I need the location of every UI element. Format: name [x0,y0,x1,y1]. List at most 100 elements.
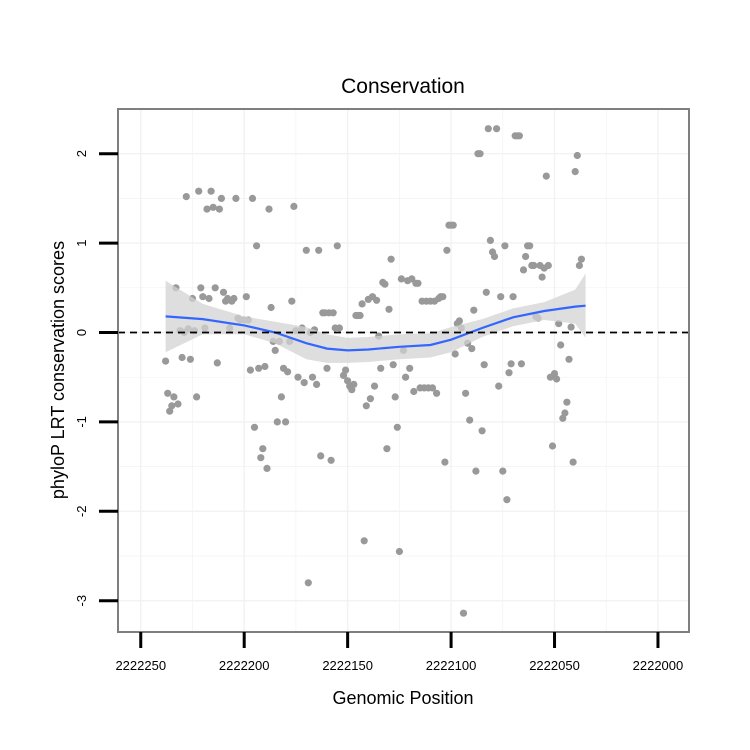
data-point [410,387,418,396]
data-point [300,379,308,387]
data-point [271,346,279,354]
data-point [273,418,281,426]
data-point [313,380,321,388]
data-point [459,609,468,617]
data-point [402,373,410,381]
data-point [486,236,494,244]
data-point [428,384,437,392]
x-axis: 2222250 2222200 2222150 2222100 2222050 22220… [115,632,683,673]
data-point [370,382,379,390]
data-point [455,317,463,325]
data-point [561,409,569,417]
data-point [232,194,240,202]
data-point [170,393,178,401]
data-point [257,454,265,462]
data-point [323,364,331,372]
data-point [356,311,364,320]
y-axis-label: phyloP LRT conservation scores [48,241,68,499]
data-point [441,458,449,466]
data-point [211,284,219,292]
x-tick-label: 2222250 [115,658,166,673]
data-point [255,364,263,372]
data-point [329,309,337,317]
data-point [284,368,292,376]
data-point [449,221,457,229]
data-point [263,464,271,472]
data-point [333,242,341,250]
data-point [162,357,170,365]
data-point [569,458,577,466]
data-point [288,297,296,305]
data-point [515,132,524,140]
data-point [544,261,552,270]
data-point [472,467,480,475]
data-point [250,423,259,431]
data-point [571,168,579,176]
data-point [505,369,513,377]
data-point [265,205,273,213]
y-tick-label: 2 [74,150,89,157]
data-point [395,547,403,556]
y-tick-label: 1 [74,239,89,246]
data-point [199,293,207,301]
data-point [219,288,228,296]
data-point [383,445,391,453]
data-point [195,187,203,195]
data-point [470,306,478,314]
data-point [304,579,312,587]
x-tick-label: 2222000 [633,658,684,673]
data-point [203,205,211,213]
data-point [577,255,586,263]
data-point [389,361,397,369]
data-point [484,125,492,133]
data-point [501,242,509,250]
data-point [391,393,399,401]
data-point [397,275,405,283]
data-point [246,366,254,374]
data-point [482,288,490,296]
data-point [193,393,201,401]
data-point [550,370,559,378]
data-point [261,362,269,371]
data-point [439,293,447,301]
data-point [217,194,225,202]
y-axis: -3 -2 -1 0 1 2 [74,150,118,606]
data-point [466,416,474,424]
data-point [563,398,571,406]
data-point [451,350,459,358]
data-point [478,427,486,435]
data-point [186,355,194,363]
y-tick-label: 0 [74,329,89,336]
data-point [290,202,298,210]
data-point [168,402,176,410]
data-point [373,296,381,304]
data-point [197,284,205,292]
plot-panel [117,108,690,633]
data-point [335,324,343,332]
data-point [381,280,389,288]
data-point [509,293,517,301]
data-point [443,246,451,254]
data-point [358,300,366,308]
data-point [575,261,584,270]
chart-title: Conservation [341,75,465,98]
data-point [480,361,488,369]
data-point [548,442,557,450]
data-point [490,252,499,261]
data-point [414,279,422,287]
panel-background [118,109,689,632]
data-point [526,242,534,250]
data-point [393,423,401,431]
data-point [230,294,238,303]
data-point [476,150,484,158]
data-point [519,266,528,274]
data-point [253,242,261,250]
data-point [178,353,186,362]
data-point [530,261,538,270]
data-point [565,355,573,363]
x-tick-label: 2222100 [426,658,477,673]
data-point [267,303,275,312]
data-point [302,246,310,254]
data-point [433,389,441,397]
data-point [215,205,223,213]
